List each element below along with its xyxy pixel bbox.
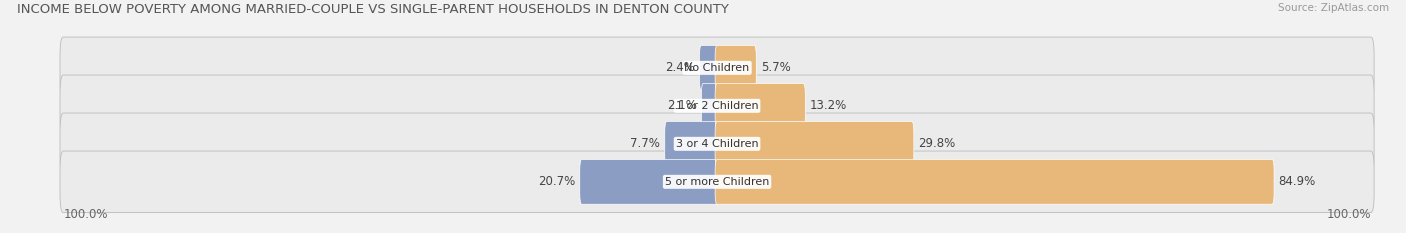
FancyBboxPatch shape [60,113,1374,175]
Text: 2.4%: 2.4% [665,61,695,74]
FancyBboxPatch shape [665,121,718,166]
FancyBboxPatch shape [716,121,914,166]
FancyBboxPatch shape [60,75,1374,137]
Text: 5.7%: 5.7% [761,61,790,74]
Text: 20.7%: 20.7% [538,175,575,188]
FancyBboxPatch shape [579,159,718,204]
Text: 2.1%: 2.1% [666,99,697,112]
Text: 100.0%: 100.0% [1326,208,1371,221]
Text: 84.9%: 84.9% [1278,175,1316,188]
FancyBboxPatch shape [716,45,756,90]
Text: 29.8%: 29.8% [918,137,956,150]
Text: INCOME BELOW POVERTY AMONG MARRIED-COUPLE VS SINGLE-PARENT HOUSEHOLDS IN DENTON : INCOME BELOW POVERTY AMONG MARRIED-COUPL… [17,3,728,17]
Text: 5 or more Children: 5 or more Children [665,177,769,187]
FancyBboxPatch shape [702,83,718,128]
FancyBboxPatch shape [60,151,1374,212]
FancyBboxPatch shape [716,83,806,128]
Text: Source: ZipAtlas.com: Source: ZipAtlas.com [1278,3,1389,14]
FancyBboxPatch shape [60,37,1374,99]
Text: 13.2%: 13.2% [810,99,848,112]
FancyBboxPatch shape [699,45,718,90]
Text: 1 or 2 Children: 1 or 2 Children [676,101,758,111]
Text: 7.7%: 7.7% [630,137,661,150]
Text: 100.0%: 100.0% [63,208,108,221]
Text: No Children: No Children [685,63,749,73]
FancyBboxPatch shape [716,159,1274,204]
Text: 3 or 4 Children: 3 or 4 Children [676,139,758,149]
